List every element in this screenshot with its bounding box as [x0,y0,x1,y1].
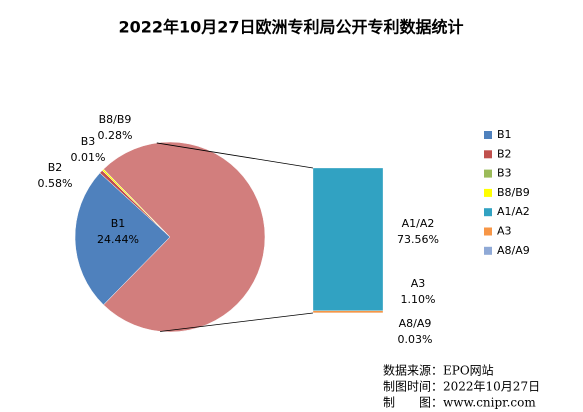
bar-segment [312,167,384,311]
data-label-value: 0.58% [38,177,73,190]
connector [160,312,314,332]
data-label-name: B3 [81,135,96,148]
legend-label: B1 [497,128,512,141]
legend-swatch [484,150,492,159]
legend-swatch [484,227,492,236]
legend-label: B8/B9 [497,186,530,199]
legend-swatch [484,188,492,197]
data-label-name: A1/A2 [402,217,435,230]
data-label-value: 0.01% [71,151,106,164]
source-note: 制 图：www.cnipr.com [383,396,536,410]
data-label-name: A3 [411,277,426,290]
source-note: 制图时间：2022年10月27日 [383,380,540,394]
data-label-name: B2 [48,161,63,174]
legend-label: A8/A9 [497,244,530,257]
data-label-value: 24.44% [97,233,139,246]
legend-swatch [484,208,492,217]
source-note: 数据来源：EPO网站 [383,363,494,378]
legend-label: B2 [497,147,512,160]
pie-slice [101,168,171,238]
data-label-name: B8/B9 [99,113,132,126]
data-label-name: A8/A9 [399,317,432,330]
legend-label: A1/A2 [497,205,530,218]
legend-swatch [484,246,492,255]
data-label-value: 73.56% [397,233,439,246]
pie-slice [74,172,171,306]
data-label-value: 1.10% [401,293,436,306]
connector [156,142,314,169]
data-label-name: B1 [111,217,126,230]
chart-title: 2022年10月27日欧洲专利局公开专利数据统计 [118,18,463,37]
data-label-value: 0.03% [398,333,433,346]
legend-swatch [484,169,492,178]
pie-slice-other [103,141,266,333]
legend-label: A3 [497,225,512,238]
data-label-value: 0.28% [98,129,133,142]
bar-segment [312,310,384,314]
legend-swatch [484,131,492,139]
legend-label: B3 [497,167,512,180]
